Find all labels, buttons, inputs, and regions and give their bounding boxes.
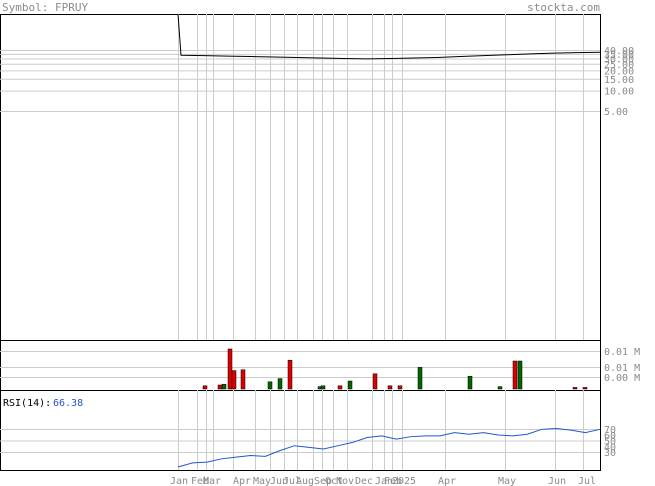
site-label[interactable]: stockta.com — [527, 1, 600, 14]
x-tick-label: Dec — [355, 476, 373, 486]
volume-bar — [417, 367, 423, 390]
x-tick-label: Jul — [283, 476, 301, 486]
x-tick-label: Apr — [438, 476, 456, 486]
rsi-line — [177, 427, 601, 468]
volume-bar — [497, 386, 503, 390]
price-tick-label: 5.00 — [604, 107, 628, 118]
price-tick-label: 10.00 — [604, 87, 634, 98]
x-tick-label: May — [498, 476, 516, 486]
x-tick-label: Aug — [296, 476, 314, 486]
volume-bar — [287, 359, 293, 390]
volume-bar — [267, 381, 273, 390]
volume-tick-label: 0.01 M — [604, 347, 640, 358]
x-tick-label: Jun — [548, 476, 566, 486]
rsi-tick-label: 70 — [604, 425, 616, 436]
volume-tick-label: 0.00 M — [604, 373, 640, 384]
volume-bar — [337, 385, 343, 390]
volume-bar — [221, 383, 227, 390]
price-tick-label: 15.00 — [604, 75, 634, 86]
volume-bar — [277, 378, 283, 390]
price-line — [177, 13, 601, 60]
volume-bar — [227, 348, 233, 390]
x-tick-label: Jan — [170, 476, 188, 486]
price-tick-label: 35.00 — [604, 50, 634, 61]
volume-bar — [347, 380, 353, 390]
volume-bar — [397, 385, 403, 390]
volume-bar — [387, 385, 393, 390]
price-panel — [0, 14, 601, 341]
volume-bar — [320, 385, 326, 390]
x-tick-label: Jun — [270, 476, 288, 486]
rsi-value: 66.38 — [53, 398, 83, 409]
rsi-tick-label: 50 — [604, 437, 616, 448]
price-tick-label: 30.00 — [604, 54, 634, 65]
volume-bar — [231, 370, 237, 390]
volume-bar — [572, 387, 578, 390]
x-tick-label: Feb — [384, 476, 402, 486]
volume-bar — [467, 375, 473, 390]
volume-tick-label: 0.01 M — [604, 363, 640, 374]
symbol-label: Symbol: FPRUY — [2, 1, 89, 14]
x-tick-label: Feb — [191, 476, 209, 486]
x-tick-label: Oct — [325, 476, 343, 486]
price-tick-label: 40.00 — [604, 46, 634, 57]
price-tick-label: 20.00 — [604, 66, 634, 77]
price-tick-label: 25.00 — [604, 60, 634, 71]
rsi-label: RSI(14): — [3, 398, 51, 409]
rsi-tick-label: 40 — [604, 442, 616, 453]
volume-bar — [517, 360, 523, 390]
volume-bar — [512, 360, 518, 390]
x-tick-label: Sep — [314, 476, 332, 486]
x-tick-label: 2025 — [392, 476, 416, 486]
x-tick-label: Nov — [336, 476, 354, 486]
volume-bar — [582, 387, 588, 390]
volume-bar — [372, 373, 378, 390]
x-tick-label: May — [253, 476, 271, 486]
x-tick-label: Mar — [203, 476, 221, 486]
x-tick-label: Apr — [233, 476, 251, 486]
volume-bar — [240, 369, 246, 390]
rsi-tick-label: 60 — [604, 431, 616, 442]
rsi-tick-label: 30 — [604, 448, 616, 459]
volume-bar — [202, 385, 208, 390]
volume-bar — [217, 384, 223, 390]
x-tick-label: Jan — [375, 476, 393, 486]
volume-panel — [0, 340, 601, 391]
x-tick-label: Jul — [578, 476, 596, 486]
rsi-panel — [0, 390, 601, 471]
